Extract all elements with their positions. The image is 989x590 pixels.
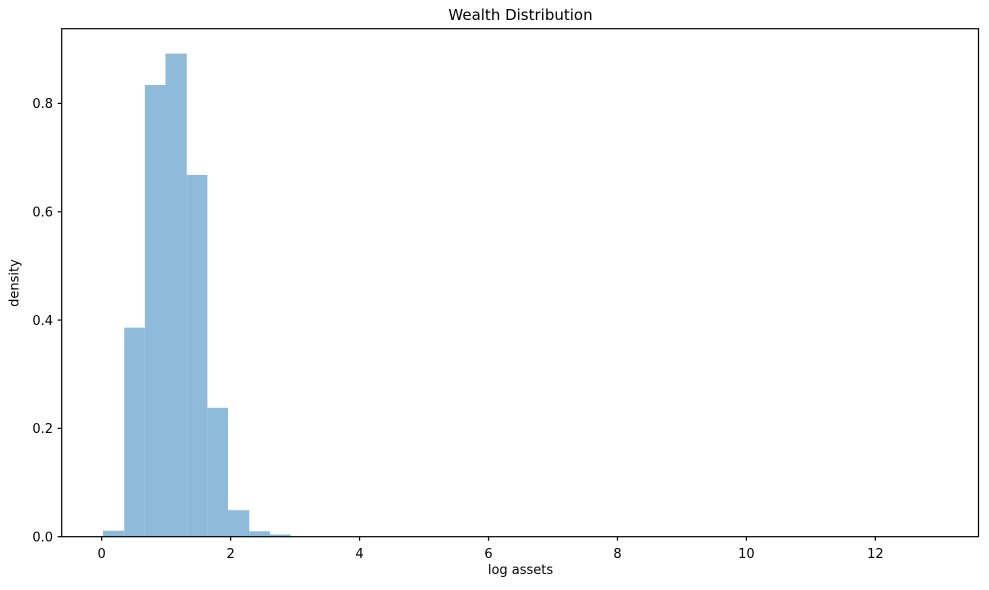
histogram-bar bbox=[186, 174, 208, 537]
histogram-bar bbox=[249, 531, 270, 537]
chart-title: Wealth Distribution bbox=[448, 6, 593, 24]
x-tick-label: 2 bbox=[226, 547, 234, 562]
y-tick-label: 0.2 bbox=[32, 422, 53, 437]
y-tick-label: 0.8 bbox=[32, 97, 53, 112]
plot-box bbox=[61, 28, 980, 538]
x-tick-label: 10 bbox=[738, 547, 755, 562]
histogram-bar bbox=[165, 53, 187, 537]
histogram-bar bbox=[144, 85, 166, 537]
x-tick-label: 12 bbox=[867, 547, 884, 562]
x-tick-label: 6 bbox=[484, 547, 492, 562]
histogram-bar bbox=[102, 530, 125, 537]
histogram-bar bbox=[228, 510, 250, 537]
x-tick-label: 4 bbox=[355, 547, 363, 562]
x-tick-label: 8 bbox=[613, 547, 621, 562]
y-axis-label: density bbox=[7, 259, 23, 307]
x-axis-label: log assets bbox=[487, 563, 554, 578]
y-tick-label: 0.0 bbox=[32, 530, 53, 545]
y-tick-label: 0.6 bbox=[32, 205, 53, 220]
histogram-bar bbox=[207, 407, 229, 537]
histogram-bar bbox=[269, 534, 291, 537]
histogram-bar bbox=[124, 327, 145, 537]
y-tick-label: 0.4 bbox=[32, 314, 53, 329]
x-tick-label: 0 bbox=[98, 547, 106, 562]
